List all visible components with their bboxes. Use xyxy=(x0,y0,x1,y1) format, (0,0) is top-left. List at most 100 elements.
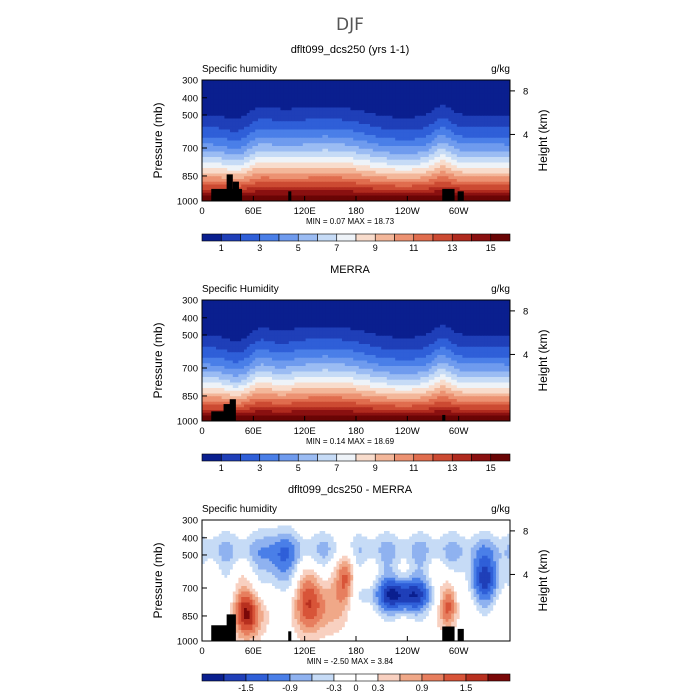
contour-cell xyxy=(272,129,276,133)
contour-cell xyxy=(403,102,407,106)
contour-cell xyxy=(479,187,483,191)
contour-cell xyxy=(291,115,295,119)
contour-cell xyxy=(249,170,253,174)
contour-cell xyxy=(482,93,486,97)
contour-cell xyxy=(258,157,262,161)
contour-cell xyxy=(476,179,480,183)
contour-cell xyxy=(255,135,259,139)
contour-cell xyxy=(241,115,245,119)
contour-cell xyxy=(308,168,312,172)
contour-cell xyxy=(487,179,491,183)
contour-cell xyxy=(266,184,270,188)
contour-cell xyxy=(431,195,435,199)
contour-cell xyxy=(504,146,508,150)
contour-cell xyxy=(409,121,413,125)
contour-cell xyxy=(487,168,491,172)
contour-cell xyxy=(406,110,410,114)
contour-cell xyxy=(479,135,483,139)
contour-cell xyxy=(364,115,368,119)
contour-cell xyxy=(319,198,323,202)
contour-cell xyxy=(344,151,348,155)
contour-cell xyxy=(269,121,273,125)
contour-cell xyxy=(501,181,505,185)
contour-cell xyxy=(308,148,312,152)
contour-cell xyxy=(400,187,404,191)
contour-cell xyxy=(294,129,298,133)
contour-cell xyxy=(308,165,312,169)
contour-cell xyxy=(353,159,357,163)
contour-cell xyxy=(493,143,497,147)
colorbar-swatch xyxy=(201,233,222,242)
contour-cell xyxy=(423,140,427,144)
contour-cell xyxy=(417,162,421,166)
contour-cell xyxy=(417,148,421,152)
contour-cell xyxy=(384,126,388,130)
contour-cell xyxy=(330,300,334,304)
contour-cell xyxy=(224,187,228,191)
contour-cell xyxy=(372,140,376,144)
contour-cell xyxy=(434,113,438,117)
contour-cell xyxy=(350,179,354,183)
contour-cell xyxy=(473,154,477,158)
contour-cell xyxy=(448,187,452,191)
contour-cell xyxy=(255,168,259,172)
contour-cell xyxy=(482,173,486,177)
contour-cell xyxy=(370,165,374,169)
contour-cell xyxy=(269,104,273,108)
contour-cell xyxy=(389,157,393,161)
contour-cell xyxy=(426,179,430,183)
contour-cell xyxy=(400,165,404,169)
contour-cell xyxy=(454,179,458,183)
contour-cell xyxy=(238,118,242,122)
contour-cell xyxy=(459,137,463,141)
contour-cell xyxy=(470,91,474,95)
contour-cell xyxy=(235,140,239,144)
contour-cell xyxy=(484,96,488,100)
contour-cell xyxy=(504,91,508,95)
contour-cell xyxy=(370,91,374,95)
contour-cell xyxy=(291,192,295,196)
contour-cell xyxy=(381,159,385,163)
contour-cell xyxy=(448,173,452,177)
contour-cell xyxy=(347,132,351,136)
contour-cell xyxy=(456,115,460,119)
contour-cell xyxy=(221,115,225,119)
contour-cell xyxy=(302,148,306,152)
contour-cell xyxy=(322,82,326,86)
contour-cell xyxy=(325,118,329,122)
contour-cell xyxy=(372,148,376,152)
contour-cell xyxy=(288,82,292,86)
contour-cell xyxy=(207,88,211,92)
contour-cell xyxy=(370,162,374,166)
contour-cell xyxy=(389,170,393,174)
contour-cell xyxy=(386,162,390,166)
contour-cell xyxy=(456,159,460,163)
colorbar-swatch xyxy=(471,233,492,242)
contour-cell xyxy=(246,126,250,130)
contour-cell xyxy=(353,118,357,122)
contour-cell xyxy=(286,159,290,163)
contour-cell xyxy=(417,110,421,114)
contour-cell xyxy=(241,88,245,92)
contour-cell xyxy=(473,192,477,196)
contour-cell xyxy=(358,126,362,130)
contour-cell xyxy=(442,168,446,172)
contour-cell xyxy=(286,157,290,161)
contour-cell xyxy=(213,115,217,119)
contour-cell xyxy=(364,107,368,111)
contour-cell xyxy=(386,80,390,84)
contour-cell xyxy=(465,165,469,169)
contour-cell xyxy=(370,88,374,92)
contour-cell xyxy=(294,162,298,166)
contour-cell xyxy=(504,88,508,92)
contour-cell xyxy=(398,85,402,89)
contour-cell xyxy=(311,190,315,194)
contour-cell xyxy=(462,107,466,111)
contour-cell xyxy=(403,137,407,141)
contour-cell xyxy=(241,187,245,191)
contour-cell xyxy=(378,170,382,174)
contour-cell xyxy=(490,126,494,130)
contour-cell xyxy=(308,91,312,95)
contour-cell xyxy=(507,179,511,183)
contour-cell xyxy=(286,93,290,97)
